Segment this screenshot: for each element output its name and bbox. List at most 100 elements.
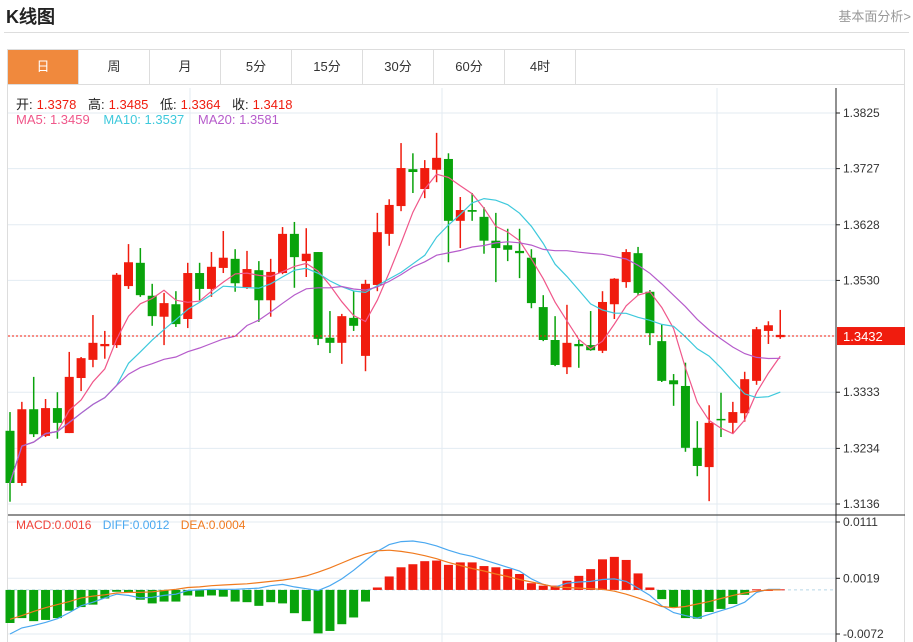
candle [313,252,323,346]
price-tick-label: 1.3136 [843,497,880,511]
macd-bar [278,589,288,604]
candle-body [289,233,299,258]
candle [372,212,382,292]
open-label: 开: [16,97,33,112]
diff-line [9,540,781,635]
candle-body [704,422,714,468]
macd-bar [479,566,489,590]
macd-bar [609,556,619,590]
dea-value: DEA:0.0004 [180,518,246,532]
candle-body [692,447,702,466]
macd-bar [420,561,430,590]
high-value: 1.3485 [108,97,149,112]
fundamental-analysis-link[interactable]: 基本面分析> [838,9,911,24]
ma20-value: MA20: 1.3581 [197,112,279,127]
candle [562,304,572,375]
candle-body [515,250,525,254]
tab-month[interactable]: 月 [150,50,221,84]
candle-body [669,380,679,385]
candle [550,316,560,367]
macd-bar [621,559,631,590]
candle-body [763,325,773,331]
candle-body [491,240,501,249]
macd-bar [408,564,418,590]
candle-body [313,252,323,339]
open-value: 1.3378 [36,97,77,112]
candle-body [5,430,15,484]
candle [124,244,133,289]
candle-body [242,269,252,288]
page-title: K线图 [6,7,55,27]
candle-body [88,342,98,360]
macd-bar [467,562,477,590]
candle [289,221,299,288]
candle [278,227,288,275]
candle [740,371,750,422]
candle-body [467,210,477,212]
candle-body [455,210,465,221]
candle-body [361,283,370,356]
macd-bar [586,569,596,590]
current-price-badge [837,327,905,346]
ma-legend: MA5: 1.3459 MA10: 1.3537 MA20: 1.3581 [16,112,283,127]
candle [704,405,714,502]
tab-60min[interactable]: 60分 [434,50,505,84]
low-label: 低: [160,97,177,112]
candle-body [135,262,145,296]
tab-5min[interactable]: 5分 [221,50,292,84]
macd-bar [5,589,15,623]
candle-body [147,295,157,317]
price-tick-label: 1.3628 [843,218,880,232]
macd-bar [337,589,347,625]
candle [574,339,584,368]
macd-bar [124,589,133,593]
candle [586,311,596,351]
macd-bar [633,573,643,590]
candle [538,295,548,342]
candle-body [195,273,205,289]
candle-body [76,358,86,379]
candle-body [325,337,335,343]
tab-4hour[interactable]: 4时 [505,50,576,84]
candle-body [349,317,359,326]
candle-body [609,278,619,305]
chart-frame [7,85,905,642]
candle [609,278,619,319]
candle-body [657,341,667,381]
candle [242,250,252,289]
price-tick-label: 1.3530 [843,273,880,287]
tab-week[interactable]: 周 [79,50,150,84]
candle [5,412,15,502]
macd-bar [432,560,442,590]
macd-bar [443,564,453,590]
macd-value: MACD:0.0016 [16,518,92,532]
macd-bar [515,574,525,590]
candle [503,228,513,262]
candle [206,252,216,297]
tab-30min[interactable]: 30分 [363,50,434,84]
ma10-value: MA10: 1.3537 [103,112,185,127]
candle-body [41,408,51,436]
candle-body [29,409,39,435]
candle [88,315,98,368]
ma10-line [9,197,781,484]
macd-bar [372,587,382,590]
tab-15min[interactable]: 15分 [292,50,363,84]
candle-body [372,232,382,285]
macd-bar [301,589,311,622]
candle [147,283,157,326]
candle-body [384,204,394,234]
tab-day[interactable]: 日 [8,50,79,84]
macd-bar [171,589,181,602]
candle-body [526,257,536,304]
candle-body [432,157,442,170]
candle [479,207,489,254]
macd-bar [503,569,513,590]
dea-line [9,549,781,620]
macd-tick-label: -0.0072 [843,627,884,641]
macd-bar [206,589,216,596]
candle [325,311,335,354]
candle-body [218,257,228,268]
candle-body [728,412,738,423]
